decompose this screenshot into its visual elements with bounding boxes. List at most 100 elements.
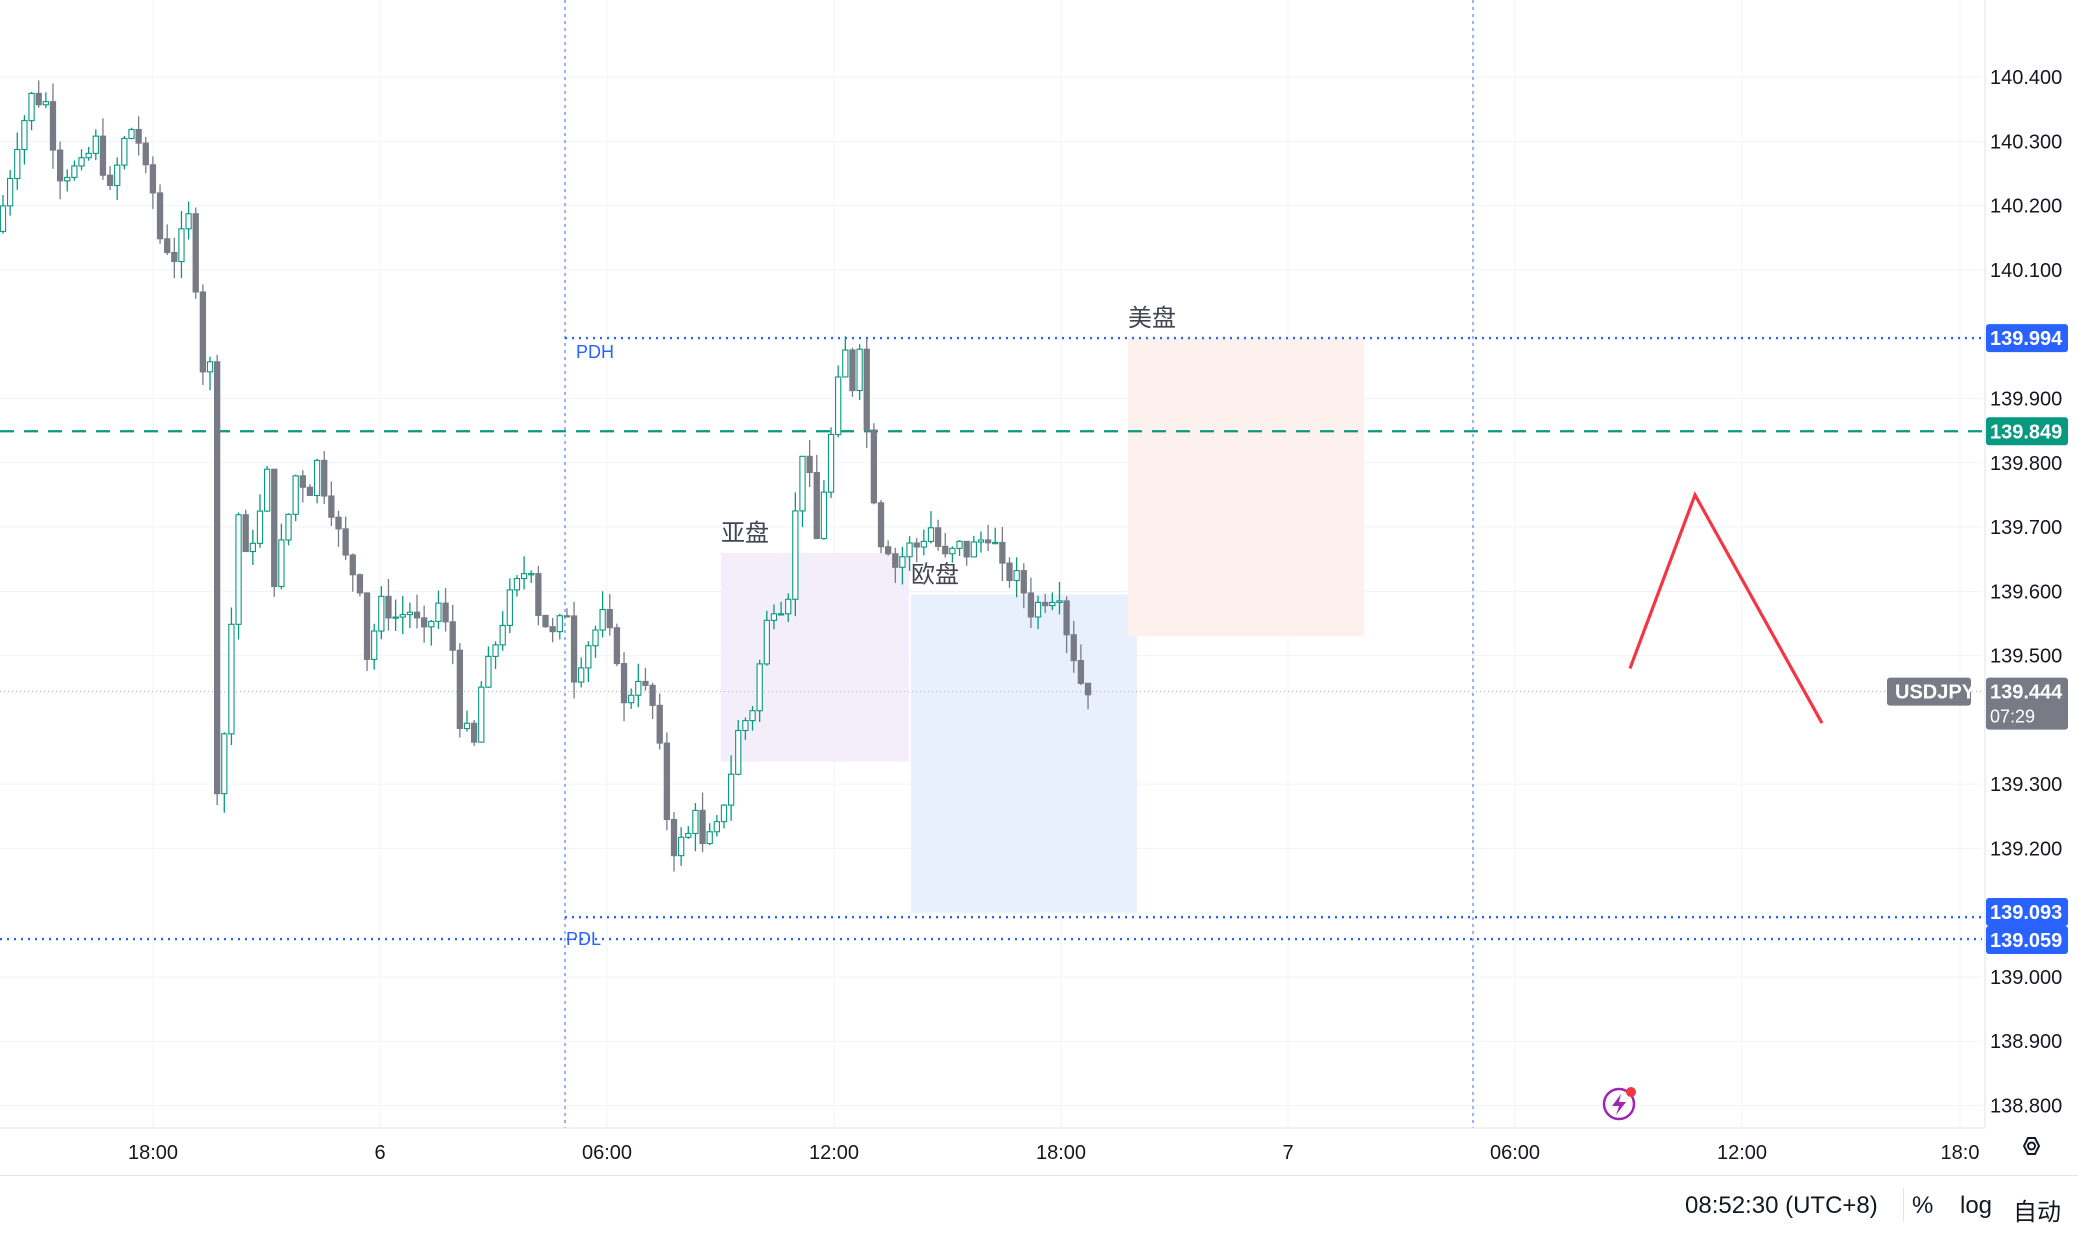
candle — [1077, 644, 1085, 686]
candle — [842, 336, 849, 378]
price-axis[interactable]: 140.400 140.300 140.200 140.100 139.900 139.8… — [1984, 0, 2078, 1128]
candle — [578, 657, 585, 688]
candle — [849, 347, 856, 397]
time-axis-bg — [0, 1128, 2078, 1175]
candle — [642, 667, 649, 691]
candle — [478, 681, 485, 743]
percent-scale-button[interactable]: % — [1912, 1192, 1934, 1219]
candle — [677, 827, 685, 866]
candle — [406, 602, 414, 629]
candle — [663, 732, 671, 831]
candle — [285, 513, 292, 546]
time-tick-label: 18:00 — [128, 1142, 178, 1164]
candle — [749, 706, 756, 731]
price-tick-label: 139.500 — [1990, 646, 2062, 668]
candle — [856, 344, 863, 401]
projection-line[interactable] — [1628, 491, 1824, 724]
price-levels: PDH PDL — [0, 336, 1982, 949]
candle — [1049, 592, 1056, 611]
candle — [556, 613, 563, 640]
candle — [649, 682, 656, 720]
chart-icons[interactable] — [1602, 1087, 2041, 1155]
price-tag-label: 139.994 — [1990, 328, 2063, 350]
candle — [399, 595, 406, 635]
candle — [85, 146, 92, 161]
candle — [806, 439, 813, 487]
candle — [920, 529, 927, 556]
session-box — [1128, 338, 1364, 637]
candle — [78, 149, 85, 171]
candle — [963, 540, 970, 566]
candle — [827, 427, 835, 498]
candle — [927, 511, 935, 544]
price-tag: 139.059 — [1986, 926, 2068, 954]
candle — [249, 529, 256, 565]
candle — [114, 157, 121, 201]
candle — [185, 201, 192, 240]
price-tag: 139.849 — [1986, 417, 2068, 446]
candle — [727, 755, 735, 821]
symbol-label: USDJPY — [1895, 682, 1976, 704]
candle — [92, 129, 99, 161]
candle — [934, 519, 942, 551]
candle — [885, 540, 892, 556]
candle — [656, 693, 663, 750]
candle — [263, 465, 271, 512]
price-tick-label: 139.700 — [1990, 517, 2062, 539]
chart-grid — [0, 0, 1982, 1128]
price-tick-label: 140.300 — [1990, 131, 2062, 153]
projection-drawing[interactable] — [1628, 491, 1824, 724]
candle — [1034, 595, 1042, 630]
current-price-tag: 139.444 07:29 — [1986, 677, 2068, 730]
candle — [313, 458, 321, 504]
candle — [992, 527, 999, 545]
candle — [870, 423, 878, 505]
candle — [14, 132, 21, 190]
price-tick-label: 139.600 — [1990, 581, 2062, 603]
candle — [463, 710, 471, 732]
candle — [71, 160, 78, 181]
candle — [1027, 577, 1035, 629]
candlesticks — [0, 80, 1092, 872]
candle — [820, 480, 828, 540]
candle — [520, 556, 528, 590]
candle — [742, 717, 749, 740]
candle — [149, 156, 157, 210]
candle — [999, 527, 1006, 581]
candle — [164, 224, 171, 256]
price-tag-label: 139.059 — [1990, 930, 2062, 952]
price-tick-label: 139.000 — [1990, 967, 2062, 989]
candle — [449, 604, 456, 665]
candle — [349, 553, 356, 592]
candle — [42, 92, 49, 109]
auto-scale-button[interactable]: 自动 — [2013, 1199, 2061, 1226]
candle — [470, 720, 478, 747]
candle — [292, 474, 299, 522]
price-tag-label: 139.849 — [1990, 421, 2062, 443]
candle — [428, 619, 435, 646]
candle — [563, 608, 571, 618]
candle — [1042, 593, 1049, 613]
candle — [906, 536, 913, 572]
candle — [271, 468, 278, 597]
gear-icon[interactable] — [2022, 1137, 2041, 1155]
candle — [56, 141, 64, 200]
candle — [413, 594, 421, 629]
candle — [485, 646, 492, 688]
lightning-icon[interactable] — [1602, 1087, 1636, 1121]
candle — [770, 604, 778, 630]
candle — [1020, 563, 1027, 609]
candle — [135, 116, 142, 156]
time-axis[interactable]: 18:00 6 06:00 12:00 18:00 7 06:00 12:00 18:0 — [0, 1127, 2078, 1175]
symbol-tag: USDJPY — [1887, 677, 1976, 706]
candle — [1084, 682, 1092, 710]
candle — [756, 659, 763, 723]
candle — [278, 523, 285, 590]
candle — [178, 210, 185, 279]
candle — [256, 494, 264, 548]
log-scale-button[interactable]: log — [1960, 1192, 1993, 1219]
candle — [49, 83, 57, 169]
current-price-label: 139.444 — [1990, 682, 2063, 704]
